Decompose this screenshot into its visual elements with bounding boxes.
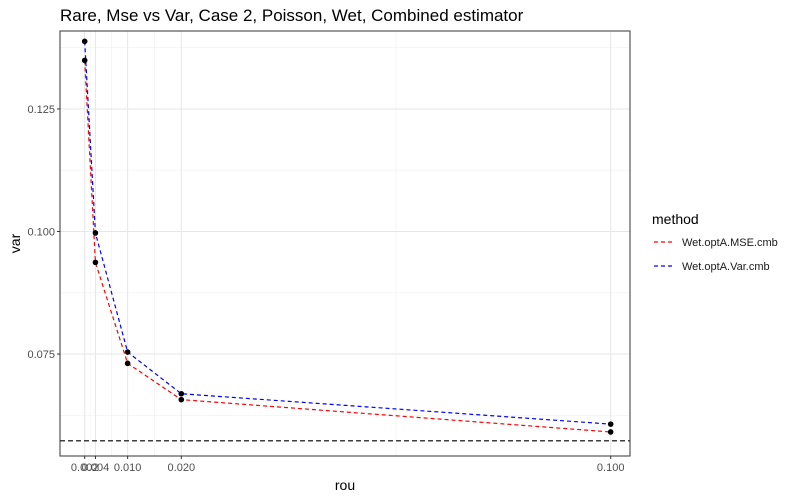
x-axis-title: rou [335, 477, 355, 493]
plot-panel [60, 31, 630, 456]
x-tick-label: 0.002 [71, 462, 99, 474]
x-tick-label: 0.020 [168, 462, 196, 474]
legend-label-mse: Wet.optA.MSE.cmb [682, 237, 778, 249]
data-point [81, 38, 88, 45]
x-tick-label: 0.004 [82, 462, 110, 474]
data-point [92, 259, 99, 266]
data-point [178, 390, 185, 397]
data-point [124, 349, 131, 355]
data-point [124, 360, 131, 367]
y-axis: 0.075 0.100 0.125 [27, 104, 60, 361]
legend: method Wet.optA.MSE.cmb Wet.optA.Var.cmb [652, 211, 778, 273]
data-point [607, 429, 614, 435]
data-point [607, 421, 614, 427]
data-point [92, 230, 99, 236]
y-tick-label: 0.125 [27, 104, 55, 116]
y-axis-title: var [7, 233, 23, 253]
y-tick-label: 0.075 [27, 349, 55, 361]
legend-title: method [652, 211, 699, 227]
legend-label-var: Wet.optA.Var.cmb [682, 261, 770, 273]
minor-gridlines [60, 31, 630, 456]
plot-border [59, 30, 631, 457]
x-tick-label: 0.100 [597, 462, 625, 474]
x-tick-label: 0.010 [114, 462, 142, 474]
chart-title: Rare, Mse vs Var, Case 2, Poisson, Wet, … [60, 6, 524, 25]
data-point [178, 396, 185, 403]
y-tick-label: 0.100 [27, 226, 55, 238]
point-layer [81, 38, 614, 435]
major-gridlines [60, 31, 630, 456]
data-point [81, 57, 88, 64]
